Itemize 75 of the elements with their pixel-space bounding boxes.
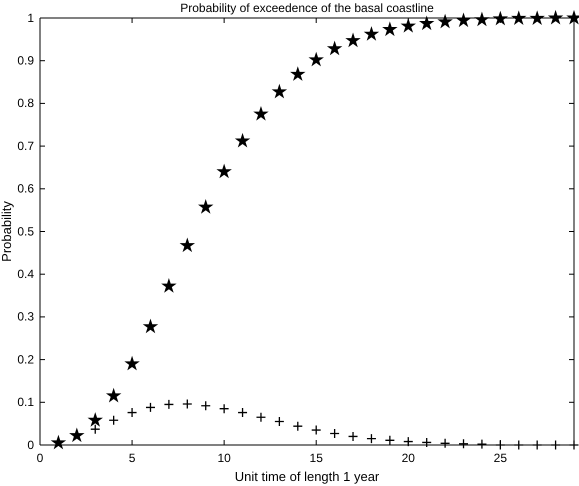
point xyxy=(568,440,579,450)
point xyxy=(180,238,194,252)
point xyxy=(365,28,378,40)
point xyxy=(458,438,469,449)
x-tick-label: 20 xyxy=(402,450,416,465)
point xyxy=(328,42,341,54)
point xyxy=(549,11,562,24)
point xyxy=(107,389,120,402)
x-tick-label: 15 xyxy=(310,450,324,465)
y-tick-label: 0 xyxy=(27,438,34,452)
point xyxy=(514,440,524,450)
x-axis-title: Unit time of length 1 year xyxy=(234,469,380,484)
point xyxy=(200,400,211,411)
point xyxy=(310,53,323,66)
y-tick-label: 0.2 xyxy=(17,352,34,366)
point xyxy=(346,34,360,46)
point xyxy=(182,398,192,410)
point xyxy=(291,68,304,80)
point xyxy=(90,424,100,434)
point xyxy=(126,357,138,370)
point xyxy=(530,12,544,24)
x-tick-label: 10 xyxy=(217,450,232,465)
point xyxy=(199,200,212,213)
point xyxy=(550,440,561,450)
point xyxy=(568,11,579,24)
point xyxy=(236,134,249,146)
point xyxy=(422,437,432,448)
chart-title: Probability of exceedence of the basal coastline xyxy=(180,1,434,15)
point xyxy=(254,107,268,120)
point xyxy=(440,438,450,448)
point xyxy=(237,407,248,418)
point xyxy=(457,14,470,26)
point xyxy=(256,412,266,422)
point xyxy=(329,428,340,439)
point xyxy=(273,85,286,98)
y-tick-label: 0.5 xyxy=(17,224,34,238)
point xyxy=(384,435,396,446)
point xyxy=(420,16,434,30)
y-tick-label: 0.3 xyxy=(17,310,34,324)
y-axis-title: Probability xyxy=(0,200,14,262)
point xyxy=(348,431,358,442)
point xyxy=(52,436,65,448)
point xyxy=(476,438,488,450)
point xyxy=(218,165,230,178)
point xyxy=(292,421,303,432)
y-tick-label: 0.1 xyxy=(17,395,34,410)
point xyxy=(88,414,102,426)
y-tick-label: 0.9 xyxy=(17,54,34,68)
point xyxy=(70,428,84,442)
x-tick-label: 25 xyxy=(494,450,508,465)
point xyxy=(164,399,174,410)
point xyxy=(532,440,542,450)
point xyxy=(512,12,526,24)
point xyxy=(162,280,176,292)
point xyxy=(274,416,285,427)
point xyxy=(366,433,377,444)
point xyxy=(311,424,322,436)
point xyxy=(144,320,157,332)
y-tick-label: 1 xyxy=(27,10,34,25)
y-tick-label: 0.8 xyxy=(17,96,34,110)
point xyxy=(438,15,452,28)
point xyxy=(218,404,230,414)
y-tick-label: 0.7 xyxy=(17,138,34,153)
point xyxy=(403,436,414,447)
point xyxy=(402,19,415,32)
point xyxy=(384,22,396,36)
point xyxy=(476,13,488,26)
y-tick-label: 0.6 xyxy=(17,182,34,196)
point xyxy=(108,415,119,426)
x-tick-label: 0 xyxy=(36,450,44,465)
point xyxy=(145,402,156,413)
y-tick-label: 0.4 xyxy=(17,267,34,282)
point xyxy=(494,12,507,24)
point xyxy=(126,407,138,418)
x-tick-label: 5 xyxy=(128,450,136,465)
